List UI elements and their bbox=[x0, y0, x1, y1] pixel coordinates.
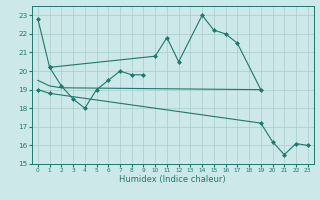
X-axis label: Humidex (Indice chaleur): Humidex (Indice chaleur) bbox=[119, 175, 226, 184]
